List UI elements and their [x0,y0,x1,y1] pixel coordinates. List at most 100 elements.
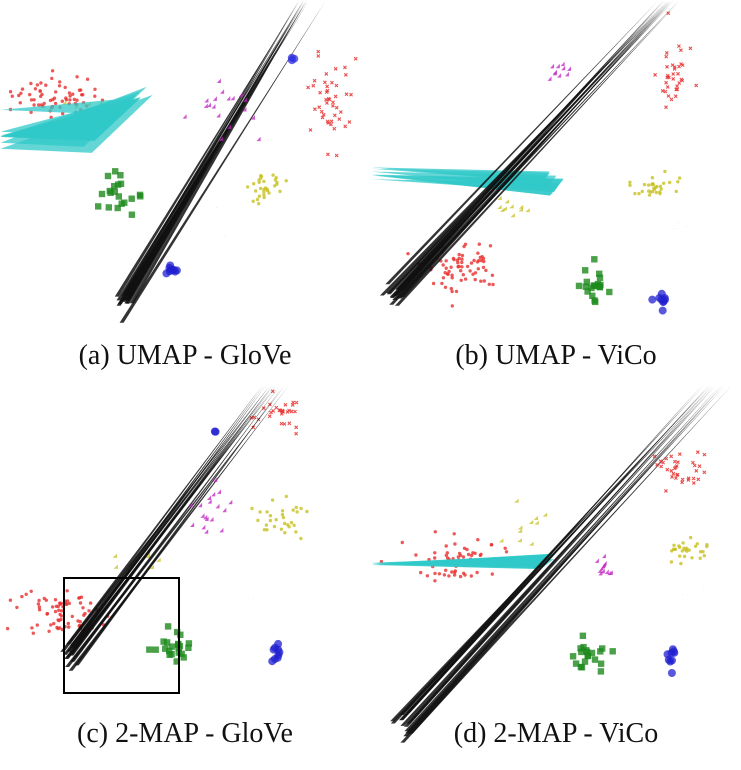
point-circle-small [442,573,447,577]
point-x [665,73,670,78]
point-circle-small [19,91,23,96]
point-square [128,195,135,202]
point-circle-small [5,626,10,631]
point-circle-small [262,195,266,200]
point-circle-small [273,178,278,182]
point-tri-right [379,0,670,296]
point-tri-up [198,502,203,508]
point-x [674,87,679,92]
point-x [316,54,321,58]
point-circle-small [443,285,448,289]
point-circle-small [468,269,472,273]
point-tri-left [502,206,507,211]
point-square [580,643,587,651]
point-circle-small [32,98,36,102]
point-circle-small [698,556,702,560]
point-circle-small [294,505,298,510]
point-x [691,476,696,481]
point-square [105,204,112,211]
point-circle-small [57,608,61,612]
point-tri-right [117,0,308,305]
point-x [291,400,296,405]
point-tri-left [504,199,510,204]
point-circle-small [444,553,448,558]
point-x [281,410,285,414]
point-circle-small [478,553,482,558]
point-x [664,51,669,55]
point-circle-small [59,614,64,618]
point-square [166,651,173,658]
point-x [308,128,313,132]
scatter-plot-2map-vico [371,385,732,743]
point-square [114,204,121,212]
point-square [152,646,159,653]
point-x [343,72,348,77]
point-x [261,406,266,411]
point-tri-up [220,89,225,94]
point-circle-small [414,553,418,557]
point-tri-left [518,204,524,209]
point-tri-up [222,507,227,513]
point-circle-small [471,551,475,555]
point-circle-large [659,297,668,306]
point-tri-up [567,66,572,71]
point-x [673,94,678,99]
point-circle-small [452,257,456,262]
point-circle-small [701,550,705,554]
point-circle-small [258,510,262,514]
point-circle-small [18,101,22,105]
point-x [333,66,338,71]
point-circle-small [457,551,462,556]
point-x [318,90,323,95]
caption-umap-vico: (b) UMAP - ViCo [455,340,657,371]
point-tri-left [500,207,505,212]
point-square [185,644,192,651]
point-square [166,647,173,655]
point-x [325,101,329,105]
point-circle-small [668,180,672,185]
point-square [578,664,586,671]
point-circle-small [469,574,473,578]
point-circle-small [669,560,674,564]
point-x [337,117,342,122]
point-x [664,456,669,461]
point-tri-up [207,499,212,504]
point-x [293,409,297,414]
point-circle-small [446,272,450,276]
point-circle-small [274,518,278,522]
scatter-plot-umap-vico [371,0,709,315]
point-circle-small [433,530,437,534]
point-tri-right [394,0,680,306]
point-tri-right [397,0,673,299]
point-x [344,92,349,97]
point-tri-up [227,124,232,129]
point-square [609,648,616,655]
point-tri-up [547,76,552,81]
point-tri-up [204,529,209,534]
point-tri-up [230,95,235,101]
point-tri-right [385,0,659,285]
point-square [584,652,592,659]
point-circle-small [39,94,43,99]
point-tri-up [251,115,256,120]
point-circle-small [400,540,404,545]
point-circle-small [299,506,303,511]
point-tri-right [69,385,273,655]
point-tri-left [497,196,502,201]
point-x [675,87,680,92]
point-square [95,203,102,210]
point-circle-small [35,83,40,87]
point-square [606,288,613,296]
point-x [669,468,674,473]
point-circle-small [461,273,465,277]
point-circle-small [473,271,478,275]
point-circle-large [669,647,678,656]
point-tri-up [219,136,224,141]
point-circle-small [268,518,273,523]
point-circle-small [50,76,54,81]
point-circle-small [71,92,75,96]
point-x [311,83,316,88]
point-circle-small [447,574,451,578]
point-circle-small [452,532,456,536]
point-circle-small [42,596,46,601]
